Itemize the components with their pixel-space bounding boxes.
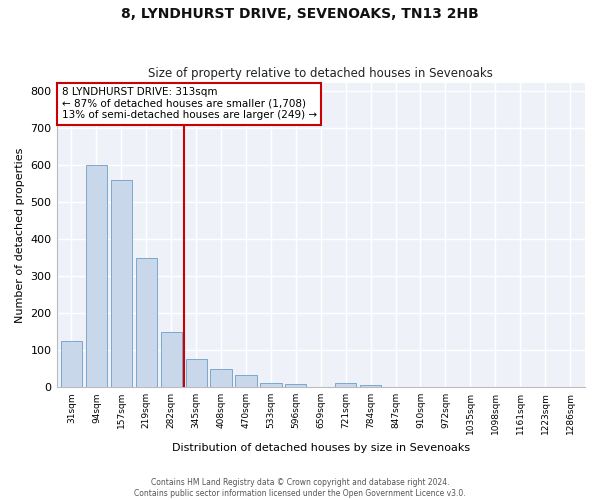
Bar	[136, 258, 157, 387]
Text: 8 LYNDHURST DRIVE: 313sqm
← 87% of detached houses are smaller (1,708)
13% of se: 8 LYNDHURST DRIVE: 313sqm ← 87% of detac…	[62, 87, 317, 120]
Text: Contains HM Land Registry data © Crown copyright and database right 2024.
Contai: Contains HM Land Registry data © Crown c…	[134, 478, 466, 498]
Bar	[86, 165, 107, 387]
Title: Size of property relative to detached houses in Sevenoaks: Size of property relative to detached ho…	[148, 66, 493, 80]
Bar	[360, 386, 381, 387]
Y-axis label: Number of detached properties: Number of detached properties	[15, 148, 25, 323]
Bar	[335, 384, 356, 387]
Bar	[61, 341, 82, 387]
Bar	[260, 382, 281, 387]
Bar	[185, 360, 207, 387]
Bar	[111, 180, 132, 387]
X-axis label: Distribution of detached houses by size in Sevenoaks: Distribution of detached houses by size …	[172, 442, 470, 452]
Text: 8, LYNDHURST DRIVE, SEVENOAKS, TN13 2HB: 8, LYNDHURST DRIVE, SEVENOAKS, TN13 2HB	[121, 8, 479, 22]
Bar	[235, 376, 257, 387]
Bar	[285, 384, 307, 387]
Bar	[211, 368, 232, 387]
Bar	[161, 332, 182, 387]
